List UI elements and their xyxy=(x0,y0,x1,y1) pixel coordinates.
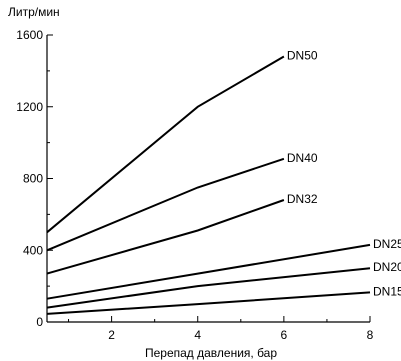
series-line-dn32 xyxy=(46,199,285,275)
x-axis-label: Перепад давления, бар xyxy=(145,346,277,360)
series-line-dn40 xyxy=(46,157,285,252)
x-tick-label: 2 xyxy=(108,328,115,342)
y-tick-label: 800 xyxy=(23,172,43,186)
x-tick-label: 8 xyxy=(367,328,374,342)
y-axis-label: Литр/мин xyxy=(8,5,60,19)
series-line-dn25 xyxy=(46,243,371,300)
series-line-dn50 xyxy=(46,55,285,234)
series-group: DN50 DN40 DN32 DN25 DN20 DN15 xyxy=(46,49,401,315)
axes xyxy=(46,35,370,323)
series-line-dn15 xyxy=(46,291,371,315)
x-tick-label: 4 xyxy=(194,328,201,342)
series-label-dn50: DN50 xyxy=(287,49,318,63)
y-tick-label: 1200 xyxy=(16,100,43,114)
y-tick-label: 400 xyxy=(23,243,43,257)
series-label-dn15: DN15 xyxy=(373,284,401,298)
ticks: 0 400 800 1200 1600 2 4 6 8 xyxy=(16,28,373,342)
series-label-dn25: DN25 xyxy=(373,237,401,251)
series-label-dn40: DN40 xyxy=(287,151,318,165)
series-label-dn32: DN32 xyxy=(287,192,318,206)
series-line-dn20 xyxy=(46,267,371,309)
series-label-dn20: DN20 xyxy=(373,260,401,274)
y-tick-label: 1600 xyxy=(16,28,43,42)
x-tick-label: 6 xyxy=(281,328,288,342)
y-tick-label: 0 xyxy=(36,315,43,329)
